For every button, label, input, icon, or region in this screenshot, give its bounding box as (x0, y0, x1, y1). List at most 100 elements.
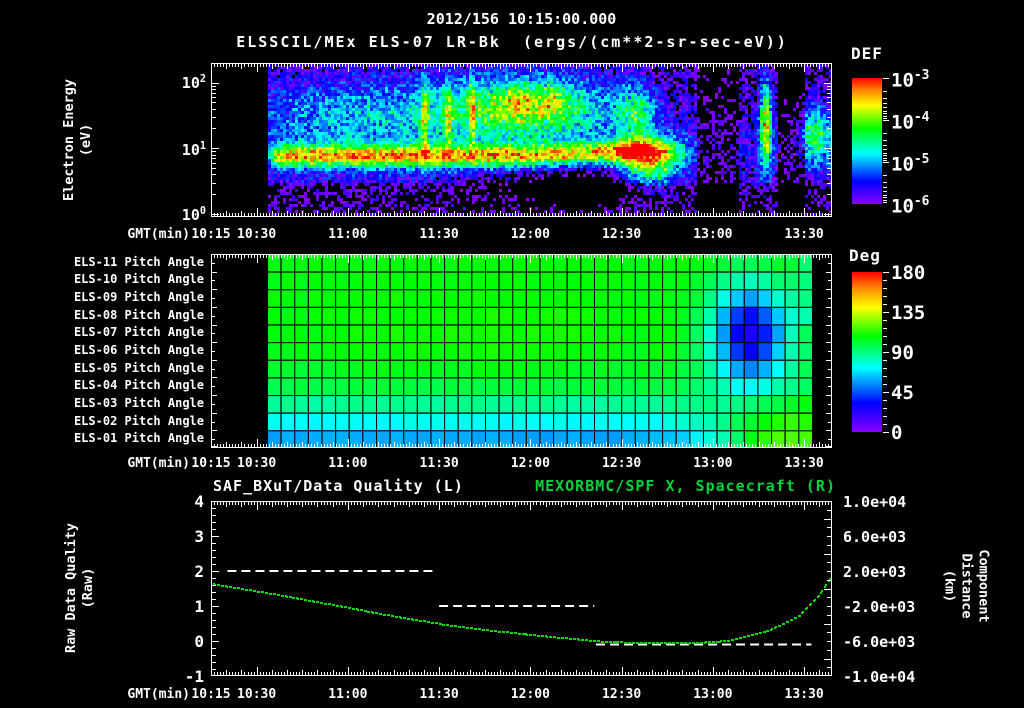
time-tick-label: 11:00 (328, 227, 368, 242)
pitch-row-label: ELS-09 Pitch Angle (73, 290, 204, 305)
deg-colorbar-tick (883, 320, 887, 321)
def-colorbar-tick (883, 140, 887, 142)
deg-colorbar-tick (883, 280, 887, 281)
spectro-ytick-label: 100 (181, 206, 206, 224)
def-colorbar-tick (883, 182, 887, 184)
time-tick-label: 12:00 (510, 227, 550, 242)
deg-colorbar-tick (883, 392, 889, 393)
def-colorbar-tick (883, 149, 887, 151)
pitch-row-label: ELS-10 Pitch Angle (73, 272, 204, 287)
deg-colorbar-tick-label: 45 (891, 382, 914, 404)
deg-colorbar-title: Deg (849, 246, 881, 265)
pitch-row-label: ELS-02 Pitch Angle (73, 413, 204, 428)
ts-right-tick-label: -1.0e+04 (843, 668, 916, 686)
def-colorbar-tick (883, 155, 887, 157)
def-colorbar-title: DEF (851, 44, 883, 63)
deg-colorbar-tick (883, 344, 887, 345)
def-colorbar-tick (883, 160, 887, 162)
def-colorbar-tick (883, 174, 887, 176)
time-tick-label: 12:30 (602, 687, 642, 702)
ts-left-series-title: SAF_BXuT/Data Quality (L) (213, 477, 464, 495)
def-colorbar-tick (883, 132, 887, 134)
deg-colorbar-tick (883, 424, 887, 425)
pitch-row-label: ELS-11 Pitch Angle (73, 254, 204, 269)
def-colorbar-tick (883, 103, 887, 105)
time-tick-label: 13:00 (693, 456, 733, 471)
deg-colorbar-tick (883, 384, 887, 385)
deg-colorbar-tick (883, 400, 887, 401)
time-tick-label: 10:15 (191, 227, 231, 242)
def-colorbar-tick (883, 120, 889, 121)
def-colorbar-tick (883, 98, 887, 100)
pitch-row-label: ELS-01 Pitch Angle (73, 431, 204, 446)
time-tick-label: 11:30 (419, 227, 459, 242)
def-colorbar-tick (883, 113, 887, 115)
ts-right-tick-label: -2.0e+03 (843, 598, 916, 616)
ts-right-tick-label: 1.0e+04 (843, 493, 907, 511)
spectro-ytick-label: 101 (181, 141, 206, 159)
time-tick-label: 10:15 (191, 687, 231, 702)
pitch-angle-canvas (211, 254, 832, 448)
time-tick-label: 10:30 (237, 227, 277, 242)
deg-colorbar-tick (883, 360, 887, 361)
def-colorbar (852, 78, 882, 204)
deg-colorbar-tick (883, 272, 889, 273)
deg-colorbar (852, 272, 882, 432)
pitch-row-label: ELS-04 Pitch Angle (73, 378, 204, 393)
def-colorbar-tick (883, 145, 887, 147)
deg-colorbar-tick (883, 336, 887, 337)
deg-colorbar-tick (883, 376, 887, 377)
deg-colorbar-tick (883, 408, 887, 409)
deg-colorbar-tick-label: 0 (891, 422, 903, 444)
pitch-row-label: ELS-07 Pitch Angle (73, 325, 204, 340)
deg-colorbar-tick (883, 328, 887, 329)
time-tick-label: 11:30 (419, 456, 459, 471)
def-colorbar-tick (883, 110, 887, 112)
time-tick-label: 13:30 (784, 687, 824, 702)
time-tick-label: 11:00 (328, 687, 368, 702)
time-tick-label: 12:30 (602, 227, 642, 242)
def-colorbar-tick (883, 162, 889, 163)
gmt-axis-label: GMT(min) (127, 687, 190, 702)
timeseries-canvas (211, 501, 832, 676)
time-tick-label: 12:30 (602, 456, 642, 471)
time-tick-label: 10:30 (237, 456, 277, 471)
time-tick-label: 13:30 (784, 456, 824, 471)
time-tick-label: 13:00 (693, 227, 733, 242)
def-colorbar-tick (883, 191, 887, 193)
ts-right-series-title: MEXORBMC/SPF X, Spacecraft (R) (535, 477, 836, 495)
pitch-row-label: ELS-06 Pitch Angle (73, 343, 204, 357)
def-colorbar-tick (883, 199, 887, 201)
def-colorbar-tick (883, 90, 887, 92)
spectrogram-canvas (211, 63, 832, 217)
ts-right-tick-label: 2.0e+03 (843, 563, 907, 581)
deg-colorbar-tick-label: 90 (891, 342, 914, 364)
def-colorbar-tick-label: 10-4 (891, 110, 930, 134)
def-colorbar-tick (883, 187, 887, 189)
deg-colorbar-tick (883, 432, 889, 433)
time-tick-label: 13:30 (784, 227, 824, 242)
time-tick-label: 10:30 (237, 687, 277, 702)
def-colorbar-tick-label: 10-3 (891, 68, 930, 92)
spectro-ytick-label: 102 (181, 74, 206, 92)
pitch-row-label: ELS-03 Pitch Angle (73, 395, 204, 410)
deg-colorbar-tick (883, 296, 887, 297)
ts-left-tick-label: -1 (184, 667, 204, 686)
ts-left-tick-label: 1 (194, 597, 204, 616)
deg-colorbar-tick (883, 416, 887, 417)
time-tick-label: 10:15 (191, 456, 231, 471)
def-colorbar-tick (883, 107, 887, 109)
deg-colorbar-tick (883, 304, 887, 305)
deg-colorbar-tick (883, 288, 887, 289)
deg-colorbar-tick (883, 312, 889, 313)
def-colorbar-tick-label: 10-5 (891, 152, 930, 176)
time-tick-label: 12:00 (510, 456, 550, 471)
deg-colorbar-tick (883, 352, 889, 353)
def-colorbar-tick (883, 152, 887, 154)
def-colorbar-tick (883, 157, 887, 159)
ts-left-tick-label: 3 (194, 527, 204, 546)
def-colorbar-tick (883, 118, 887, 120)
time-tick-label: 13:00 (693, 687, 733, 702)
